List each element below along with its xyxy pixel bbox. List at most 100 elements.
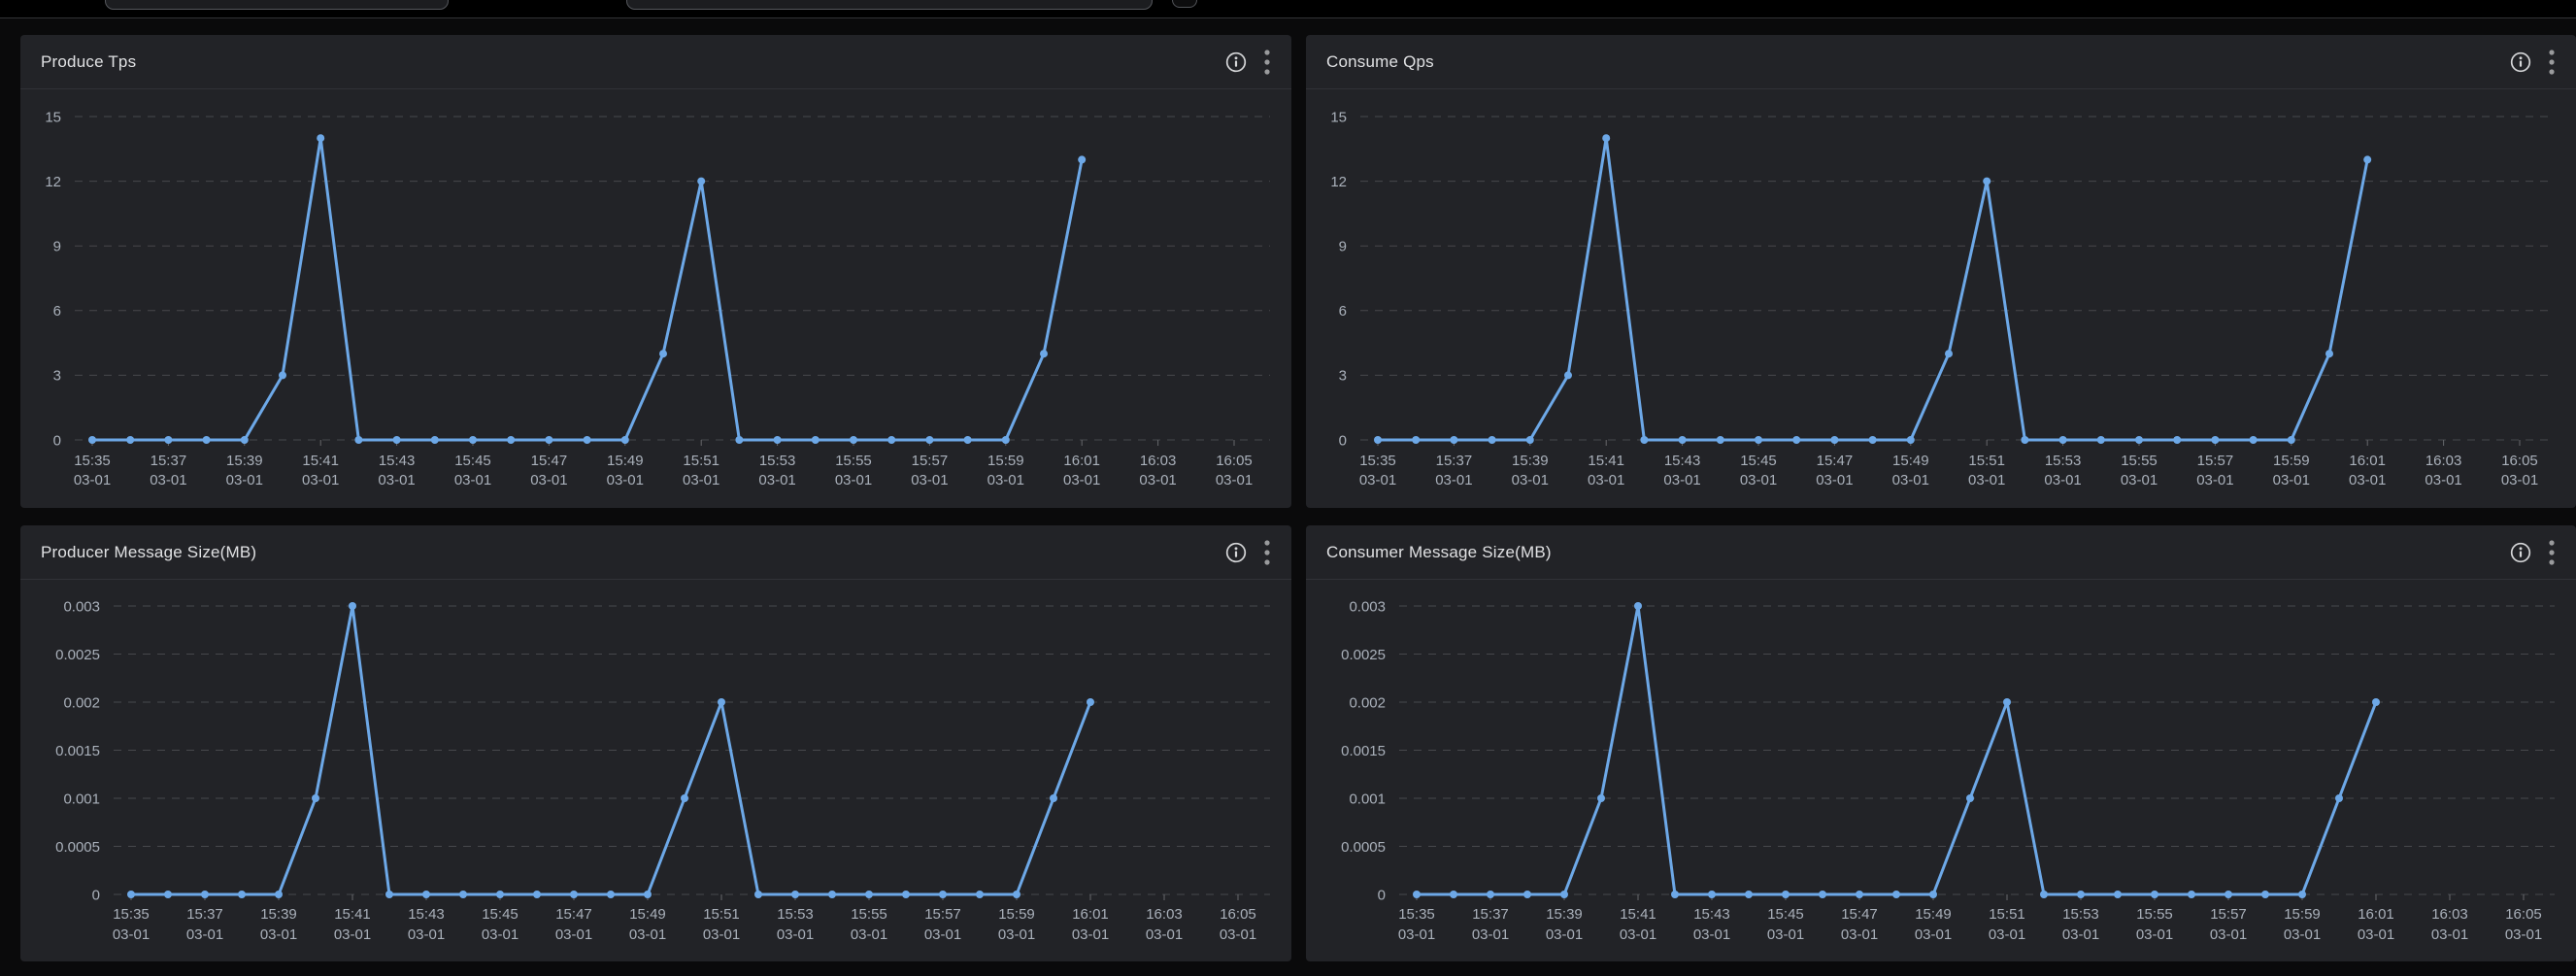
svg-text:15:45: 15:45 [1767, 906, 1804, 923]
svg-text:16:03: 16:03 [1146, 906, 1183, 923]
svg-text:16:05: 16:05 [2501, 453, 2538, 469]
svg-text:15:43: 15:43 [1664, 453, 1701, 469]
panel-header: Producer Message Size(MB) [20, 525, 1291, 580]
svg-text:0.0015: 0.0015 [1341, 743, 1386, 759]
svg-text:15:35: 15:35 [1359, 453, 1396, 469]
svg-text:03-01: 03-01 [1740, 472, 1777, 488]
svg-text:16:05: 16:05 [1216, 453, 1253, 469]
svg-text:03-01: 03-01 [998, 926, 1035, 943]
svg-text:03-01: 03-01 [835, 472, 872, 488]
svg-text:0.002: 0.002 [63, 694, 100, 711]
svg-text:15: 15 [45, 109, 61, 125]
info-icon[interactable] [2510, 542, 2531, 563]
svg-text:03-01: 03-01 [2358, 926, 2394, 943]
panel-actions [2510, 49, 2555, 75]
svg-text:03-01: 03-01 [2349, 472, 2386, 488]
info-icon[interactable] [1225, 542, 1247, 563]
svg-text:03-01: 03-01 [260, 926, 297, 943]
svg-text:15:53: 15:53 [2045, 453, 2082, 469]
panel-title: Consumer Message Size(MB) [1326, 542, 1552, 561]
svg-text:03-01: 03-01 [2062, 926, 2099, 943]
svg-text:03-01: 03-01 [1435, 472, 1472, 488]
svg-text:03-01: 03-01 [1816, 472, 1853, 488]
svg-text:03-01: 03-01 [2196, 472, 2233, 488]
svg-text:03-01: 03-01 [1139, 472, 1176, 488]
svg-text:12: 12 [45, 174, 61, 190]
svg-text:03-01: 03-01 [2431, 926, 2468, 943]
svg-text:0: 0 [1339, 432, 1347, 449]
chart-consume-qps[interactable]: 0 3 6 9 12 15 15:35 03-01 15:37 03-01 15:39 03-01 15… [1306, 89, 2576, 508]
svg-text:15:55: 15:55 [2136, 906, 2173, 923]
svg-text:15:53: 15:53 [2062, 906, 2099, 923]
svg-text:03-01: 03-01 [2121, 472, 2158, 488]
svg-text:03-01: 03-01 [150, 472, 186, 488]
toolbar-input-1[interactable] [105, 0, 449, 10]
panel-actions [1225, 539, 1270, 565]
svg-text:15:49: 15:49 [629, 906, 666, 923]
toolbar-button[interactable] [1172, 0, 1197, 8]
svg-text:15:53: 15:53 [759, 453, 796, 469]
kebab-menu-icon[interactable] [1264, 49, 1270, 75]
svg-text:03-01: 03-01 [1072, 926, 1109, 943]
svg-text:15:55: 15:55 [2121, 453, 2158, 469]
svg-text:03-01: 03-01 [2136, 926, 2173, 943]
svg-text:6: 6 [53, 303, 61, 320]
svg-text:03-01: 03-01 [1620, 926, 1656, 943]
svg-text:03-01: 03-01 [2501, 472, 2538, 488]
kebab-menu-icon[interactable] [2549, 539, 2555, 565]
svg-text:03-01: 03-01 [629, 926, 666, 943]
info-icon[interactable] [1225, 51, 1247, 73]
svg-text:03-01: 03-01 [1968, 472, 2005, 488]
svg-text:15:57: 15:57 [912, 453, 949, 469]
panel-title: Produce Tps [41, 51, 137, 71]
svg-text:15:57: 15:57 [924, 906, 961, 923]
info-icon[interactable] [2510, 51, 2531, 73]
svg-text:15:57: 15:57 [2210, 906, 2247, 923]
svg-text:03-01: 03-01 [378, 472, 415, 488]
svg-text:03-01: 03-01 [683, 472, 719, 488]
chart-produce-tps[interactable]: 0 3 6 9 12 15 15:35 03-01 15:37 03-01 15:39 03-01 15… [20, 89, 1291, 508]
svg-text:16:03: 16:03 [1140, 453, 1177, 469]
svg-text:0.002: 0.002 [1349, 694, 1386, 711]
top-toolbar [0, 0, 2576, 18]
svg-text:12: 12 [1330, 174, 1347, 190]
svg-text:03-01: 03-01 [74, 472, 111, 488]
svg-text:03-01: 03-01 [1892, 472, 1929, 488]
toolbar-input-2[interactable] [626, 0, 1153, 10]
svg-text:0: 0 [53, 432, 61, 449]
svg-text:15: 15 [1330, 109, 1347, 125]
svg-text:15:39: 15:39 [226, 453, 263, 469]
chart-consumer-message-size[interactable]: 0 0.0005 0.001 0.0015 0.002 0.0025 0.003 15:35 0… [1306, 580, 2576, 961]
svg-text:0.0025: 0.0025 [1341, 647, 1386, 663]
svg-text:15:45: 15:45 [1740, 453, 1777, 469]
svg-text:03-01: 03-01 [1359, 472, 1396, 488]
svg-text:03-01: 03-01 [2044, 472, 2081, 488]
svg-text:15:47: 15:47 [531, 453, 568, 469]
kebab-menu-icon[interactable] [2549, 49, 2555, 75]
panel-producer-message-size: Producer Message Size(MB) 0 0.0005 0.001 0.… [20, 525, 1291, 961]
svg-text:03-01: 03-01 [851, 926, 887, 943]
svg-text:03-01: 03-01 [758, 472, 795, 488]
kebab-menu-icon[interactable] [1264, 539, 1270, 565]
svg-text:03-01: 03-01 [1512, 472, 1549, 488]
svg-text:15:35: 15:35 [113, 906, 150, 923]
svg-text:03-01: 03-01 [1767, 926, 1804, 943]
svg-text:03-01: 03-01 [1546, 926, 1583, 943]
svg-text:15:51: 15:51 [1968, 453, 2005, 469]
svg-text:15:57: 15:57 [2197, 453, 2234, 469]
svg-text:03-01: 03-01 [1915, 926, 1952, 943]
svg-text:15:51: 15:51 [703, 906, 740, 923]
svg-text:15:43: 15:43 [1693, 906, 1730, 923]
svg-text:15:35: 15:35 [1398, 906, 1435, 923]
panel-title: Consume Qps [1326, 51, 1434, 71]
chart-producer-message-size[interactable]: 0 0.0005 0.001 0.0015 0.002 0.0025 0.003 15:35 0… [20, 580, 1291, 961]
svg-text:15:41: 15:41 [302, 453, 339, 469]
svg-text:15:51: 15:51 [1989, 906, 2025, 923]
svg-text:03-01: 03-01 [987, 472, 1024, 488]
svg-text:03-01: 03-01 [530, 472, 567, 488]
svg-text:03-01: 03-01 [2284, 926, 2321, 943]
svg-text:15:55: 15:55 [835, 453, 872, 469]
svg-text:03-01: 03-01 [1693, 926, 1730, 943]
svg-text:16:01: 16:01 [2358, 906, 2394, 923]
svg-text:15:51: 15:51 [683, 453, 719, 469]
